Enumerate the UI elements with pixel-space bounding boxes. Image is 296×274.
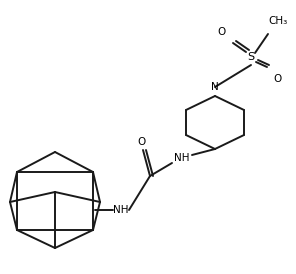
Text: O: O — [274, 74, 282, 84]
Text: O: O — [138, 137, 146, 147]
Text: CH₃: CH₃ — [268, 16, 288, 26]
Text: O: O — [218, 27, 226, 37]
Text: S: S — [247, 52, 255, 62]
Text: NH: NH — [113, 205, 129, 215]
Text: NH: NH — [174, 153, 190, 163]
Text: N: N — [211, 82, 219, 92]
